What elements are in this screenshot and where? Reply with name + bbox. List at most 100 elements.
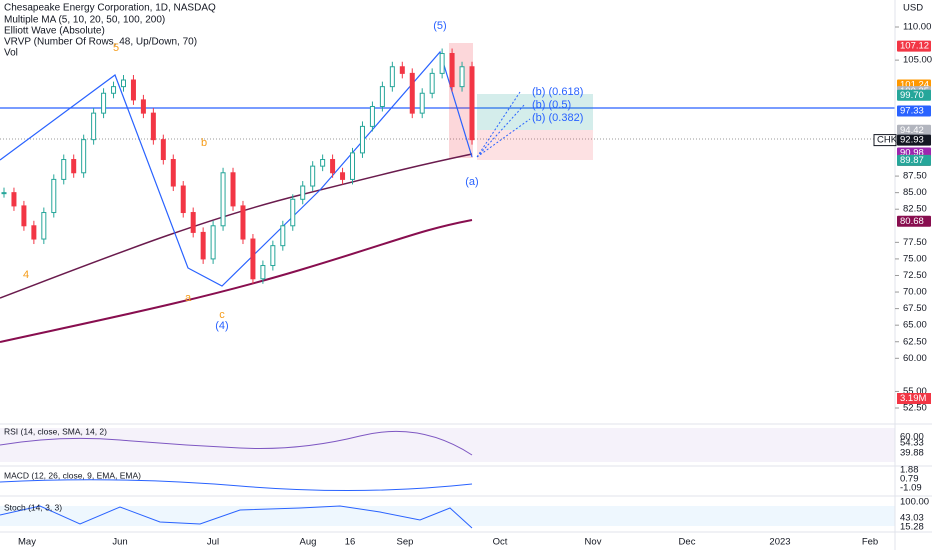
- price-tick-label: 85.00: [903, 187, 927, 198]
- ticker-badge: [873, 134, 897, 147]
- price-tick-label: 77.50: [903, 237, 927, 248]
- candle: [71, 159, 77, 174]
- time-label: May: [18, 537, 36, 548]
- indicator-value: 0.79: [900, 474, 919, 485]
- price-badge: [897, 40, 931, 52]
- candle: [91, 112, 97, 141]
- price-badge-label: 80.68: [900, 216, 924, 227]
- price-tick-label: 60.00: [903, 353, 927, 364]
- ma-100: [0, 153, 473, 299]
- time-label: Nov: [585, 537, 602, 548]
- indicator-value: -1.09: [900, 483, 922, 494]
- candle: [170, 159, 176, 187]
- candle: [409, 72, 415, 114]
- target-label: (b) (0.382): [532, 112, 583, 124]
- rsi-pane: [0, 428, 895, 462]
- candle: [130, 79, 136, 101]
- candle: [31, 225, 37, 240]
- title: Chesapeake Energy Corporation, 1D, NASDA…: [4, 3, 216, 14]
- wave-label: 4: [23, 269, 29, 281]
- candle: [389, 66, 395, 88]
- study-label: VRVP (Number Of Rows, 48, Up/Down, 70): [4, 37, 197, 48]
- price-tick-label: 70.00: [903, 287, 927, 298]
- wave-label: b: [201, 137, 207, 149]
- time-label: Jul: [207, 537, 219, 548]
- candle: [270, 245, 276, 267]
- wave-label: c: [219, 309, 225, 321]
- indicator-value: 15.28: [900, 522, 924, 533]
- candle: [180, 185, 186, 214]
- candle: [290, 198, 296, 227]
- candle: [369, 106, 375, 127]
- indicator-value: 39.88: [900, 448, 924, 459]
- price-badge: [897, 89, 931, 101]
- candle: [300, 185, 306, 200]
- candle: [101, 92, 107, 114]
- rsi-band: [0, 428, 895, 462]
- wave-lines: [0, 50, 473, 287]
- candle: [250, 238, 256, 280]
- candle: [51, 178, 57, 214]
- candle: [160, 139, 166, 161]
- wave-label: 5: [113, 42, 119, 54]
- candle: [449, 53, 455, 88]
- currency: USD: [903, 3, 923, 14]
- time-label: 2023: [769, 537, 790, 548]
- candle: [150, 112, 156, 141]
- study-label: Vol: [4, 48, 18, 59]
- volume-badge: [897, 393, 931, 404]
- projection: [476, 91, 531, 158]
- candle: [320, 159, 326, 167]
- study-label: Elliott Wave (Absolute): [4, 26, 105, 37]
- candle: [330, 159, 336, 174]
- time-label: Oct: [493, 537, 508, 548]
- target-label: (b) (0.618): [532, 86, 583, 98]
- candle: [340, 172, 346, 180]
- candle: [399, 66, 405, 74]
- candle: [200, 231, 206, 260]
- time-label: 16: [345, 537, 356, 548]
- indicator-value: 43.03: [900, 513, 924, 524]
- price-tick-label: 105.00: [903, 55, 932, 66]
- candle: [379, 86, 385, 108]
- indicator-value: 60.00: [900, 432, 924, 443]
- candle: [469, 66, 475, 141]
- wave-label: (4): [215, 320, 228, 332]
- indicator-value: 1.88: [900, 465, 919, 476]
- target-zone: [477, 94, 593, 130]
- candle: [111, 86, 117, 94]
- price-badge: [897, 124, 931, 136]
- ticker: CHK: [877, 135, 898, 146]
- price-badge-label: 97.33: [900, 105, 924, 116]
- candle: [439, 53, 445, 74]
- ma-200: [0, 219, 473, 343]
- price-badge: [897, 105, 931, 117]
- candle: [81, 139, 87, 174]
- candle: [21, 205, 27, 227]
- price-badge-label: 94.42: [900, 125, 924, 136]
- wave-label: (a): [465, 176, 478, 188]
- price-tick-label: 75.00: [903, 253, 927, 264]
- candle: [350, 152, 356, 180]
- candle: [359, 125, 365, 154]
- time-label: Feb: [862, 537, 878, 548]
- candle: [140, 99, 146, 114]
- wave-label: a: [185, 292, 192, 304]
- price-badge: [897, 134, 931, 146]
- price-tick-label: 82.50: [903, 204, 927, 215]
- candle: [230, 172, 236, 207]
- candle: [310, 165, 316, 187]
- price-tick-label: 110.00: [903, 22, 931, 33]
- candle: [419, 92, 425, 114]
- time-label: Jun: [112, 537, 127, 548]
- price-badge-label: 101.24: [900, 80, 929, 91]
- price-badge-label: 107.12: [900, 41, 929, 52]
- price-tick-label: 67.50: [903, 303, 927, 314]
- candle: [41, 212, 47, 240]
- candle: [280, 225, 286, 247]
- candle: [190, 212, 196, 233]
- price-badge-label: 89.87: [900, 155, 924, 166]
- volume-label: 3.19M: [900, 393, 926, 404]
